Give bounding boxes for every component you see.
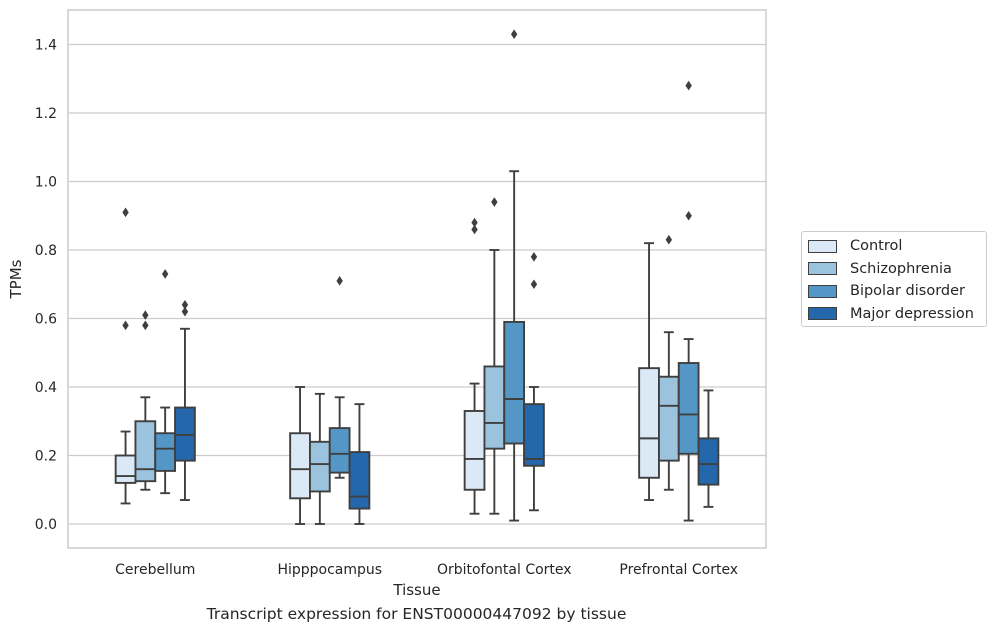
outlier-point — [181, 306, 189, 317]
box-iqr — [154, 432, 176, 472]
legend-label: Major depression — [850, 305, 974, 322]
figure-caption: Transcript expression for ENST0000044709… — [206, 605, 627, 623]
box-iqr — [523, 403, 545, 467]
box-groups — [114, 29, 720, 525]
outlier-point — [471, 217, 478, 228]
legend-label: Bipolar disorder — [850, 283, 965, 300]
outlier-point — [685, 80, 692, 91]
box-iqr — [677, 362, 700, 455]
box-bipolar-disorder — [328, 276, 351, 479]
legend-item-schizophrenia: Schizophrenia — [808, 258, 986, 281]
y-tick-label: 1.0 — [35, 175, 57, 191]
outlier-point — [665, 234, 673, 245]
box-schizophrenia — [658, 234, 680, 491]
legend-item-bipolar-disorder: Bipolar disorder — [808, 280, 986, 303]
x-tick-label: Hipppocampus — [277, 562, 382, 578]
outlier-point — [685, 210, 692, 221]
box-control — [638, 242, 660, 501]
outlier-point — [161, 269, 169, 279]
x-tick-label: Prefrontal Cortex — [619, 562, 738, 578]
legend-swatch — [808, 284, 837, 298]
box-major-depression — [523, 252, 545, 512]
legend-label: Schizophrenia — [850, 260, 952, 277]
y-tick-label: 0.2 — [35, 449, 57, 465]
y-tick-label: 1.4 — [35, 38, 57, 54]
box-major-depression — [348, 403, 371, 525]
legend-item-major-depression: Major depression — [808, 303, 986, 326]
y-tick-label: 0.4 — [35, 380, 57, 396]
box-iqr — [309, 440, 331, 493]
outlier-point — [122, 320, 129, 331]
box-control — [289, 386, 311, 525]
box-iqr — [463, 410, 486, 491]
outlier-point — [530, 252, 538, 262]
box-iqr — [134, 420, 157, 483]
y-tick-label: 1.2 — [35, 106, 57, 122]
legend-swatch — [808, 262, 837, 276]
outlier-point — [142, 320, 149, 331]
y-tick-labels: 0.0 0.2 0.4 0.6 0.8 1.0 1.2 1.4 — [35, 38, 57, 534]
x-axis-label: Tissue — [392, 581, 440, 599]
box-major-depression — [174, 300, 196, 501]
outlier-point — [336, 276, 343, 286]
y-tick-label: 0.8 — [35, 243, 57, 259]
y-axis-label: TPMs — [7, 259, 25, 299]
plot-frame — [67, 9, 767, 549]
box-schizophrenia — [309, 392, 331, 525]
box-iqr — [483, 365, 506, 450]
legend-label: Control — [850, 238, 903, 255]
x-tick-label: Cerebellum — [115, 562, 195, 578]
outlier-point — [491, 197, 498, 207]
outlier-point — [181, 300, 189, 310]
box-iqr — [638, 367, 660, 479]
legend: Control Schizophrenia Bipolar disorder M… — [801, 231, 987, 327]
box-iqr — [328, 427, 351, 474]
box-iqr — [658, 375, 680, 462]
y-tick-label: 0.6 — [35, 312, 57, 328]
legend-swatch — [808, 239, 837, 253]
box-bipolar-disorder — [677, 80, 700, 522]
box-iqr — [348, 451, 371, 510]
box-control — [463, 217, 486, 515]
outlier-point — [471, 224, 478, 235]
x-tick-labels: Cerebellum Hipppocampus Orbitofontal Corte… — [115, 562, 738, 578]
box-iqr — [114, 454, 137, 484]
y-tick-label: 0.0 — [35, 517, 57, 533]
box-iqr — [503, 320, 525, 445]
legend-swatch — [808, 307, 837, 321]
outlier-point — [530, 279, 538, 290]
box-control — [114, 207, 137, 505]
outlier-point — [142, 310, 149, 320]
box-iqr — [289, 432, 311, 500]
box-bipolar-disorder — [503, 29, 525, 522]
box-schizophrenia — [134, 310, 157, 491]
box-schizophrenia — [483, 197, 506, 515]
x-tick-label: Orbitofontal Cortex — [437, 562, 572, 578]
box-bipolar-disorder — [154, 269, 176, 495]
legend-item-control: Control — [808, 235, 986, 258]
outlier-point — [122, 207, 129, 218]
outlier-point — [510, 29, 518, 40]
box-major-depression — [697, 389, 720, 508]
box-iqr — [697, 437, 720, 486]
